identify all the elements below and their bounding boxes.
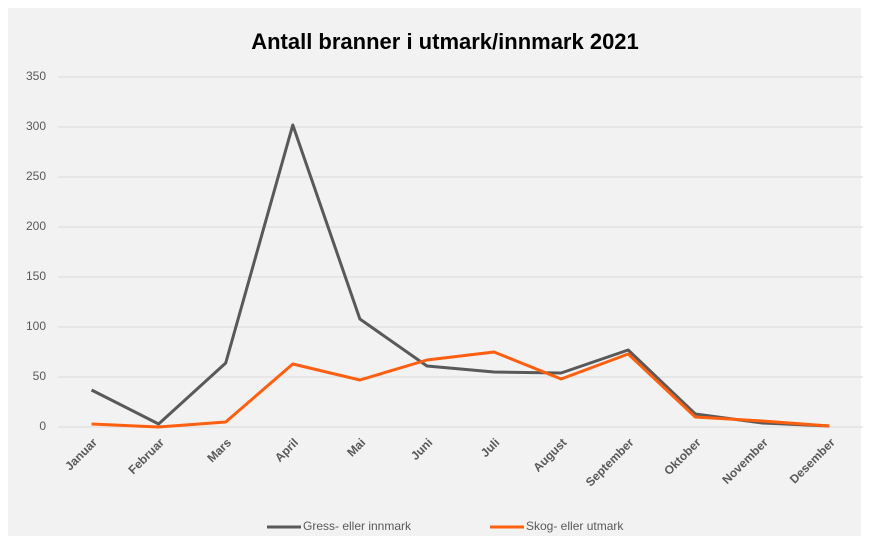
chart-background [8,8,861,536]
legend-label: Skog- eller utmark [526,519,624,533]
legend-label: Gress- eller innmark [303,519,412,533]
y-tick-label: 350 [26,69,46,83]
y-tick-label: 300 [26,119,46,133]
y-tick-label: 150 [26,269,46,283]
y-tick-label: 50 [33,369,47,383]
y-tick-label: 200 [26,219,46,233]
y-tick-label: 250 [26,169,46,183]
y-tick-label: 100 [26,319,46,333]
series-line [90,123,830,428]
series-line [91,350,830,429]
y-tick-label: 0 [39,419,46,433]
chart-title: Antall branner i utmark/innmark 2021 [251,29,639,54]
